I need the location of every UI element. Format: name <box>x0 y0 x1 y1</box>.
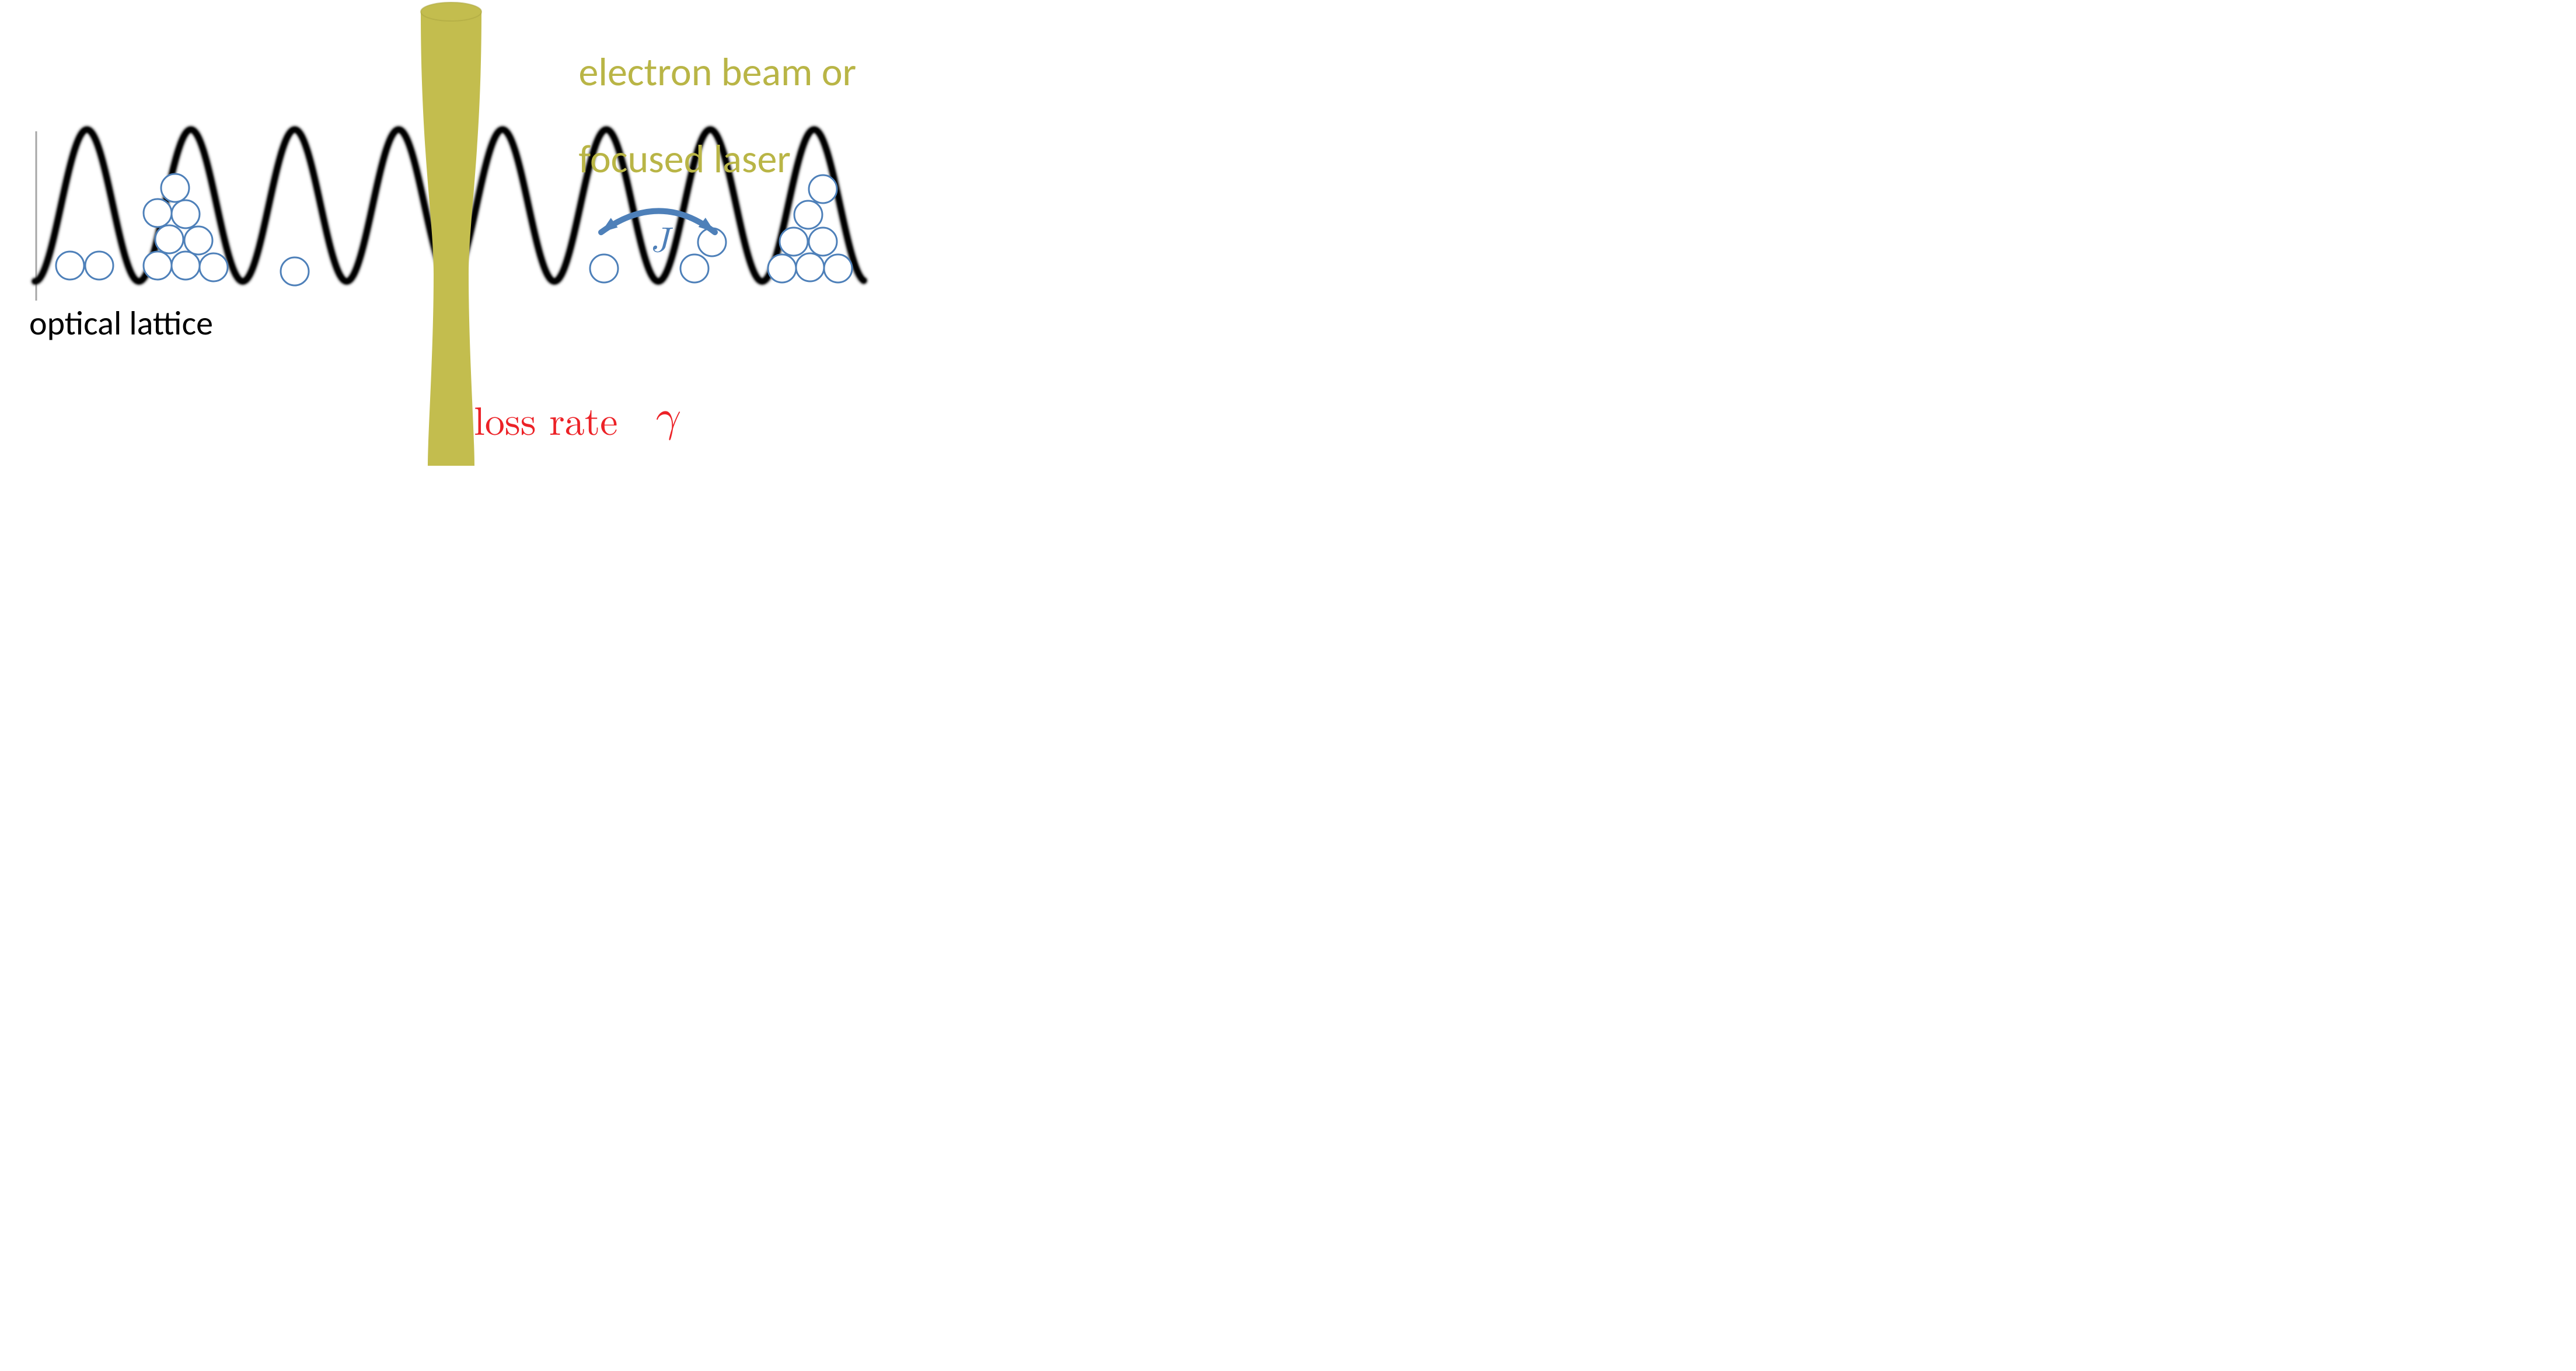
atom-icon <box>824 254 852 282</box>
atom-icon <box>809 228 837 256</box>
atom-icon <box>680 254 708 282</box>
atom-icon <box>590 254 618 282</box>
hopping-J-label: J <box>651 222 669 260</box>
atom-icon <box>281 257 309 285</box>
atom-icon <box>172 200 200 228</box>
atom-icon <box>200 253 228 281</box>
atom-icon <box>184 226 212 254</box>
atom-icon <box>155 225 183 253</box>
atom-icon <box>172 252 200 280</box>
beam-label-line2: focused laser <box>579 135 791 183</box>
electron-beam-label: electron beam or focused laser <box>543 7 856 225</box>
beam-label-line1: electron beam or <box>579 48 857 96</box>
atom-icon <box>144 252 172 280</box>
atom-icon <box>161 174 189 202</box>
optical-lattice-label: optical lattice <box>29 305 213 342</box>
gamma-symbol: γ <box>652 393 679 442</box>
atom-icon <box>56 252 84 280</box>
atom-icon <box>780 228 808 256</box>
atom-icon <box>768 254 796 282</box>
atom-icon <box>144 199 172 227</box>
atom-icon <box>796 253 824 281</box>
atom-icon <box>85 252 113 280</box>
diagram-stage: optical lattice electron beam or focused… <box>0 0 870 471</box>
loss-rate-label: loss rate <box>474 397 617 441</box>
